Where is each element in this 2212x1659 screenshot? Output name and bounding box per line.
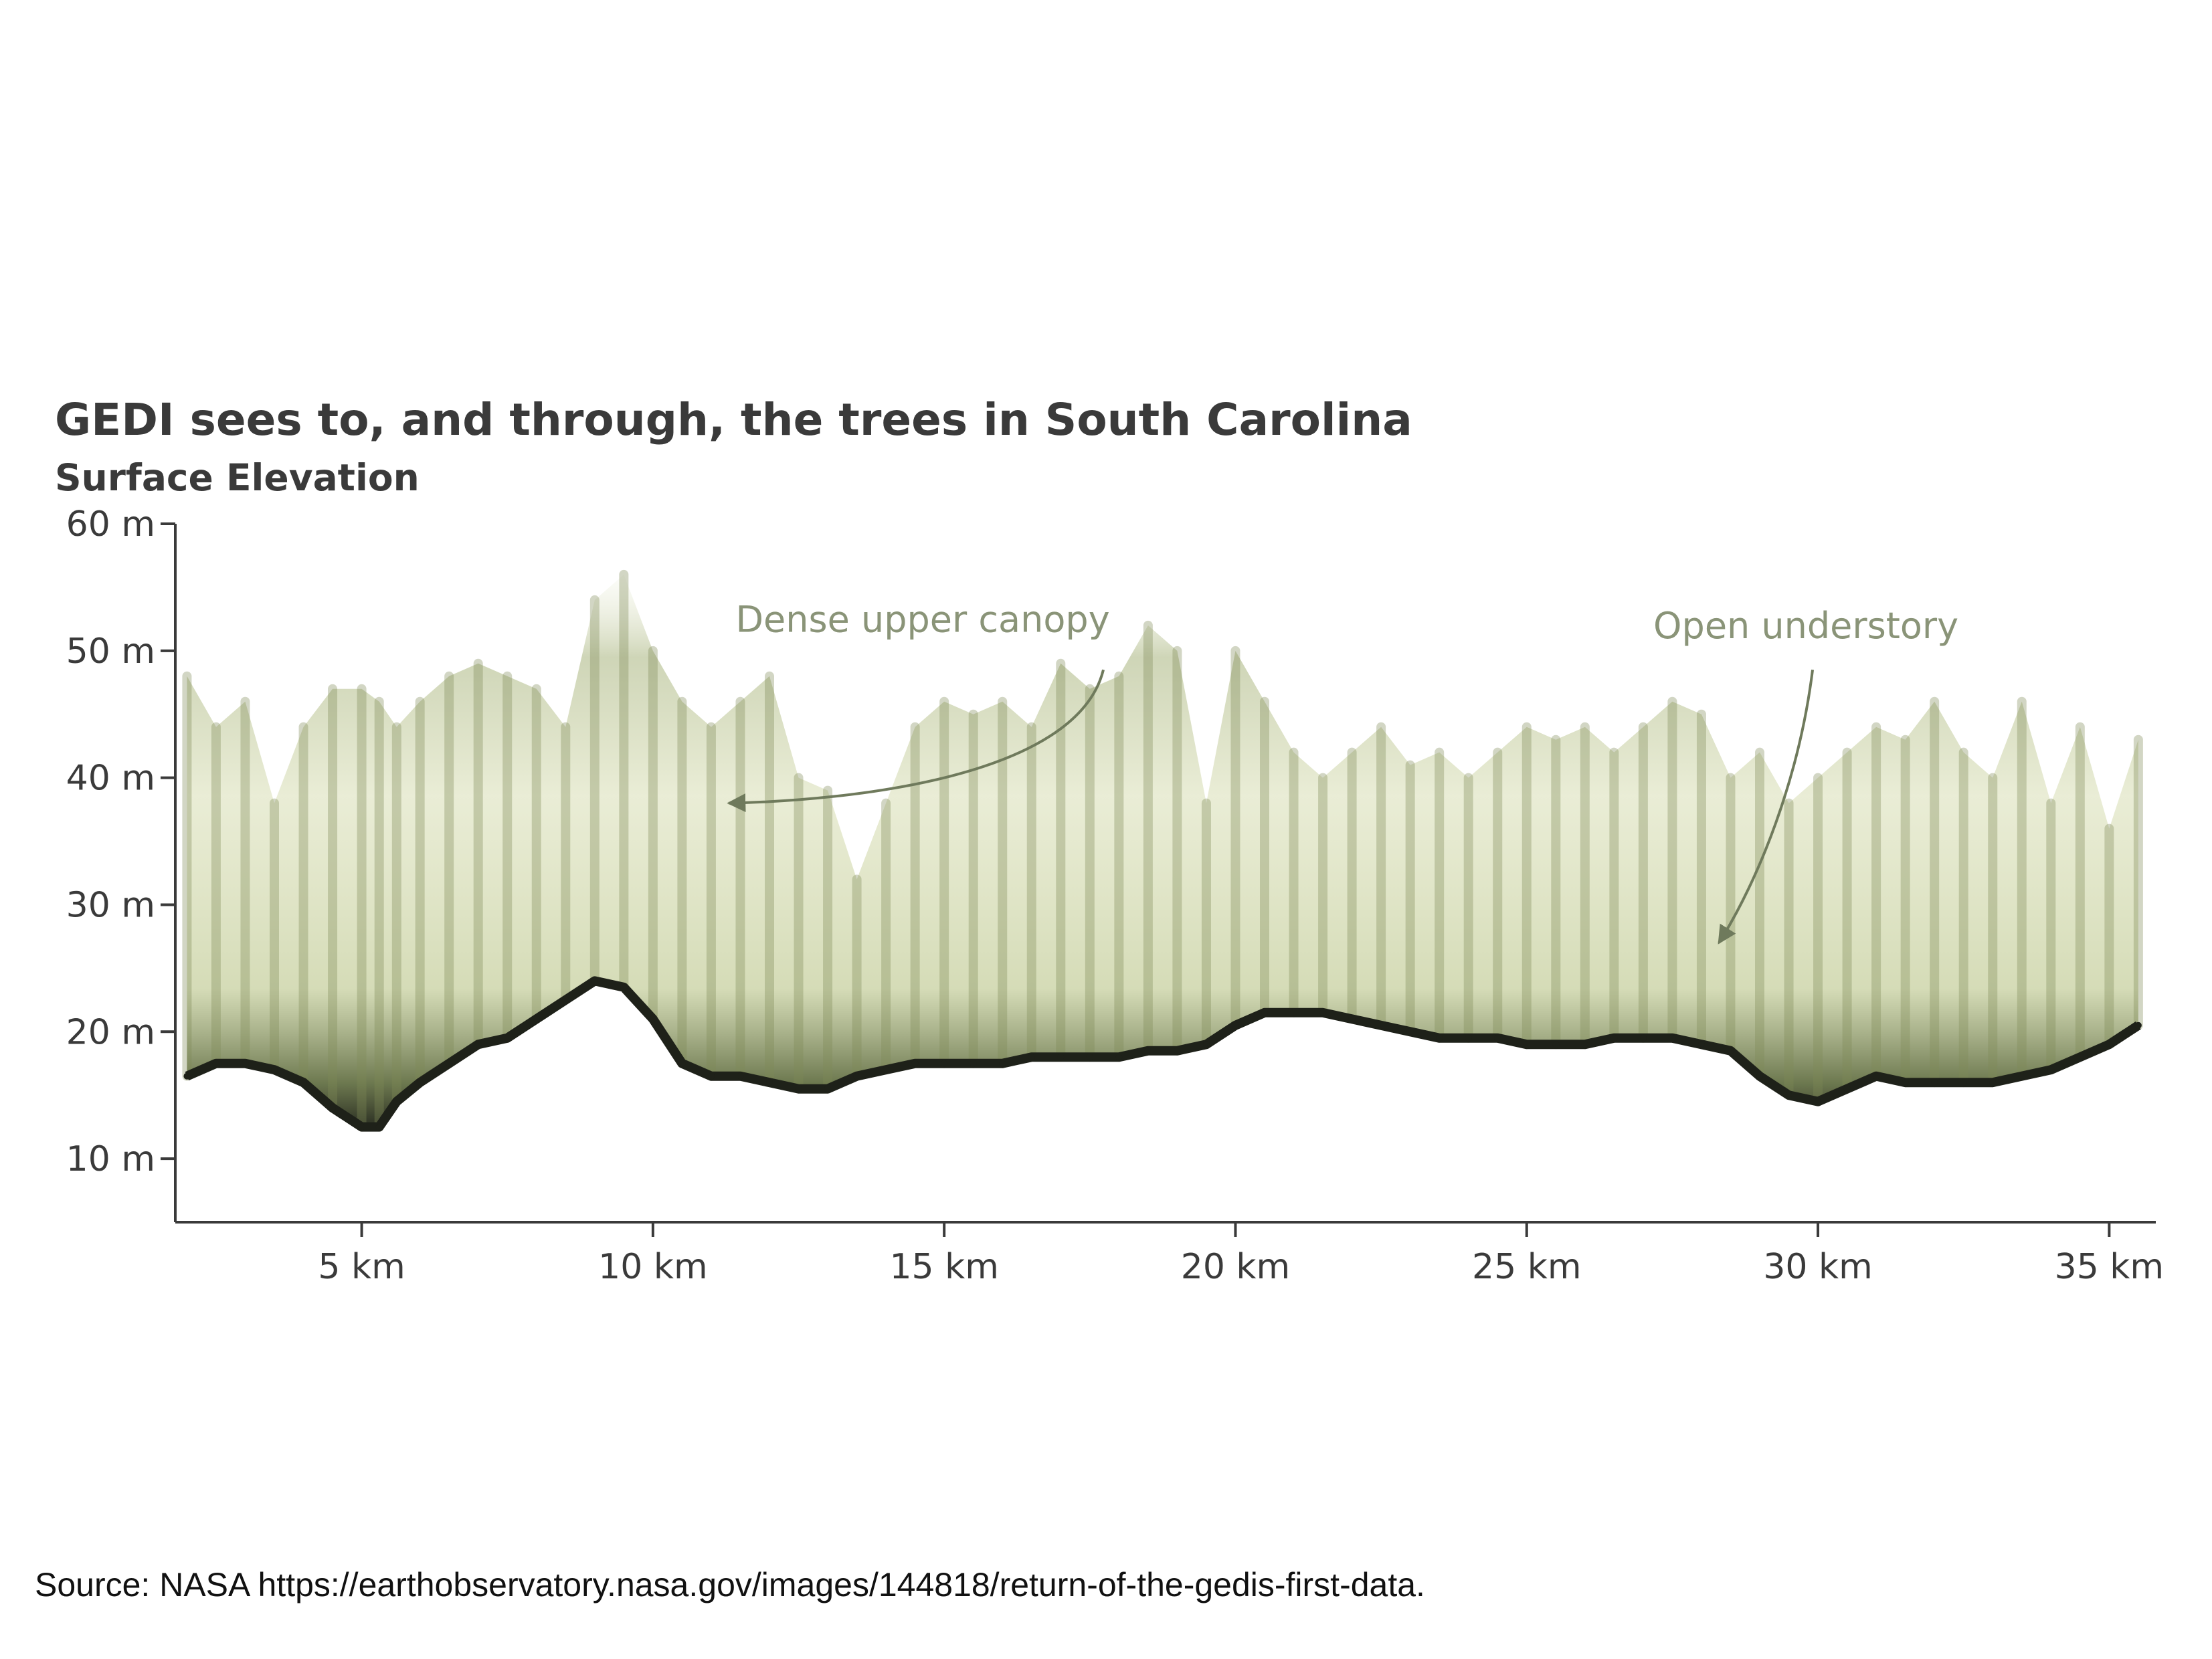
- ground-point: [620, 983, 628, 991]
- axes: 10 m 20 m 30 m 40 m 50 m 60 m 5 km 10 km 15 km 20…: [66, 504, 2164, 1287]
- ground-point: [1523, 1041, 1530, 1048]
- chart-subtitle: Surface Elevation: [55, 456, 420, 499]
- ground-point: [1989, 1079, 1997, 1086]
- ground-point: [2106, 1041, 2113, 1048]
- y-tick-label: 10 m: [66, 1139, 155, 1179]
- ground-point: [242, 1060, 249, 1067]
- ground-point: [1232, 1021, 1239, 1029]
- ground-point: [358, 1123, 365, 1131]
- annotation-label: Open understory: [1653, 605, 1958, 647]
- ground-point: [1697, 1041, 1705, 1048]
- ground-point: [2047, 1066, 2055, 1074]
- ground-point: [649, 1015, 656, 1023]
- ground-point: [883, 1066, 890, 1074]
- ground-point: [707, 1072, 715, 1080]
- ground-point: [1028, 1054, 1035, 1061]
- source-caption: Source: NASA https://earthobservatory.na…: [35, 1566, 1425, 1603]
- ground-point: [591, 977, 598, 985]
- ground-point: [1057, 1054, 1065, 1061]
- ground-point: [1756, 1072, 1763, 1080]
- ground-point: [474, 1041, 482, 1048]
- ground-point: [1494, 1034, 1501, 1042]
- x-tick-label: 35 km: [2055, 1247, 2164, 1287]
- ground-point: [393, 1098, 400, 1105]
- ground-point: [1465, 1034, 1472, 1042]
- ground-point: [1319, 1009, 1327, 1016]
- x-tick-label: 10 km: [598, 1247, 707, 1287]
- ground-point: [1261, 1009, 1268, 1016]
- chart-title: GEDI sees to, and through, the trees in …: [55, 394, 1412, 446]
- ground-point: [1552, 1041, 1560, 1048]
- annotation-arrow: [727, 669, 1105, 813]
- y-tick-label: 50 m: [66, 631, 155, 672]
- ground-point: [271, 1066, 278, 1074]
- ground-point: [824, 1085, 832, 1092]
- ground-point: [1902, 1079, 1909, 1086]
- ground-point: [300, 1079, 307, 1086]
- canopy-area: [187, 574, 2138, 1127]
- ground-point: [2134, 1021, 2142, 1029]
- ground-point: [1436, 1034, 1443, 1042]
- ground-point: [1669, 1034, 1676, 1042]
- annotation-label: Dense upper canopy: [735, 598, 1109, 640]
- ground-point: [1610, 1034, 1618, 1042]
- ground-point: [999, 1060, 1006, 1067]
- x-tick-label: 20 km: [1181, 1247, 1290, 1287]
- ground-point: [416, 1079, 424, 1086]
- ground-point: [1843, 1085, 1851, 1092]
- ground-point: [375, 1123, 383, 1131]
- ground-point: [1174, 1047, 1181, 1054]
- x-tick-label: 30 km: [1763, 1247, 1872, 1287]
- x-tick-label: 5 km: [318, 1247, 405, 1287]
- plot-area: [182, 569, 2143, 1132]
- ground-point: [766, 1079, 773, 1086]
- ground-point: [533, 1015, 540, 1023]
- ground-point: [562, 996, 569, 1003]
- ground-point: [183, 1072, 191, 1080]
- ground-point: [1290, 1009, 1297, 1016]
- y-tick-label: 30 m: [66, 885, 155, 925]
- ground-point: [1202, 1041, 1210, 1048]
- ground-point: [2076, 1054, 2084, 1061]
- ground-point: [970, 1060, 977, 1067]
- ground-point: [1086, 1054, 1093, 1061]
- ground-point: [1815, 1098, 1822, 1105]
- ground-point: [1727, 1047, 1734, 1054]
- ground-point: [212, 1060, 219, 1067]
- ground-point: [1960, 1079, 1967, 1086]
- ground-point: [504, 1034, 511, 1042]
- ground-point: [1115, 1054, 1123, 1061]
- ground-point: [911, 1060, 919, 1067]
- ground-point: [1406, 1028, 1414, 1036]
- ground-point: [941, 1060, 948, 1067]
- y-tick-label: 20 m: [66, 1012, 155, 1052]
- ground-point: [1378, 1021, 1385, 1029]
- annotation-layer: Dense upper canopy Open understory: [727, 598, 1958, 945]
- ground-point: [1581, 1041, 1588, 1048]
- ground-point: [1144, 1047, 1151, 1054]
- ground-point: [1931, 1079, 1938, 1086]
- ground-point: [2018, 1072, 2025, 1080]
- annotation-arrow: [1718, 670, 1815, 945]
- ground-point: [853, 1072, 860, 1080]
- ground-point: [1873, 1072, 1880, 1080]
- ground-point: [1785, 1092, 1792, 1099]
- ground-point: [795, 1085, 802, 1092]
- ground-point: [678, 1060, 686, 1067]
- ground-point: [1348, 1015, 1356, 1023]
- ground-point: [446, 1060, 453, 1067]
- ground-point: [737, 1072, 744, 1080]
- x-tick-label: 25 km: [1472, 1247, 1581, 1287]
- y-tick-label: 40 m: [66, 759, 155, 799]
- y-tick-label: 60 m: [66, 504, 155, 545]
- ground-point: [1639, 1034, 1647, 1042]
- ground-point: [329, 1104, 337, 1112]
- x-tick-label: 15 km: [889, 1247, 998, 1287]
